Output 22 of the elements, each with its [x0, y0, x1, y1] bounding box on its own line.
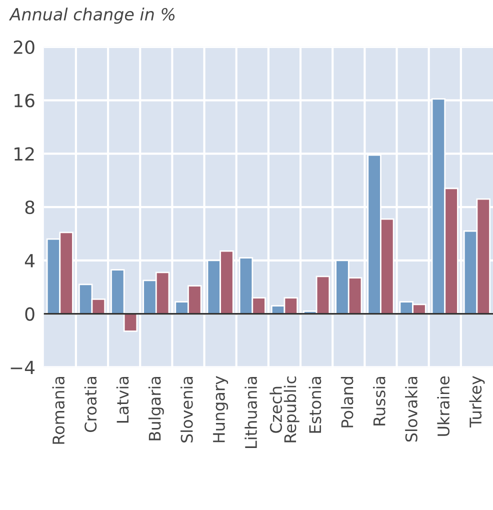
y-tick-label: 4	[24, 254, 35, 268]
x-tick-label: Russia	[372, 376, 386, 426]
x-tick-label: Lithuania	[244, 376, 258, 448]
x-tick-label: Slovenia	[180, 376, 193, 442]
x-tick-label: Slovakia	[405, 376, 418, 442]
x-tick-label: Latvia	[116, 376, 129, 423]
y-tick-label: 8	[25, 200, 34, 214]
x-tick-label: Hungary	[213, 376, 228, 442]
y-tick-label: 16	[14, 94, 34, 108]
x-tick-label: Estonia	[308, 376, 322, 433]
y-tick-label: 12	[14, 147, 34, 161]
x-tick-label: Romania	[52, 376, 65, 444]
x-tick-label: Croatia	[84, 376, 97, 432]
x-tick-label: Ukraine	[437, 376, 450, 436]
x-tick-label: Bulgaria	[148, 376, 164, 440]
x-tick-label: Poland	[340, 376, 354, 428]
y-tick-label: 20	[14, 40, 34, 54]
y-tick-label: 0	[25, 307, 34, 321]
y-axis-title: Annual change in %	[8, 8, 175, 24]
x-tick-label: Czech Republic	[270, 376, 300, 442]
x-tick-label: Turkey	[469, 376, 485, 428]
y-tick-label: −4	[10, 360, 35, 374]
